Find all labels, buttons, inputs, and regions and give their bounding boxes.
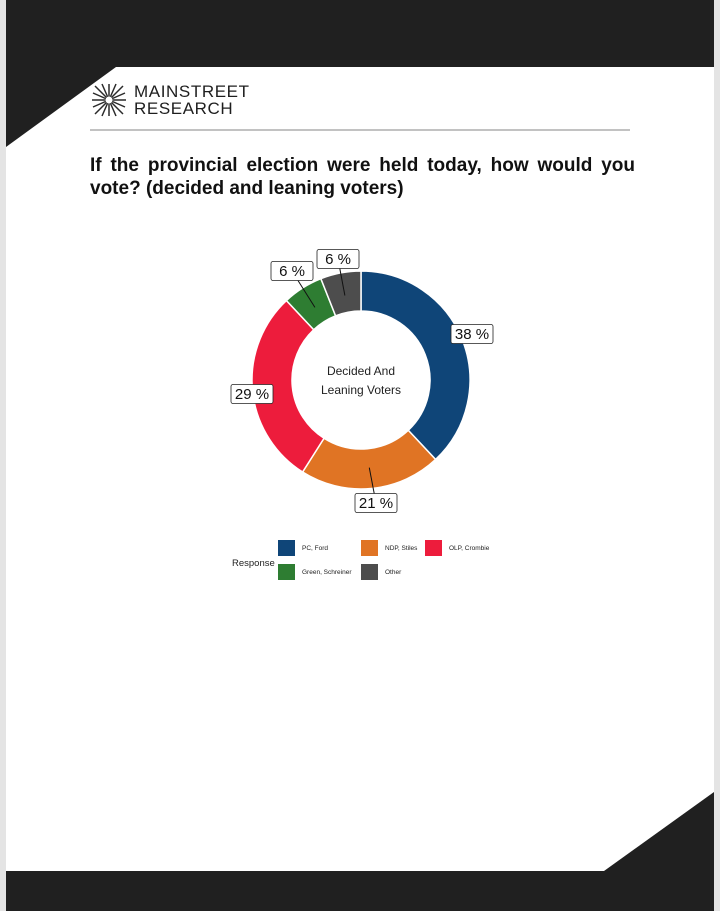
legend-title: Response [232, 558, 275, 569]
data-label-ndp-stiles: 21 % [359, 495, 393, 512]
brand-name-line1: MAINSTREET [134, 82, 250, 101]
legend-label: OLP, Crombie [449, 545, 490, 552]
legend-item-other: Other [361, 564, 402, 580]
question-title: If the provincial election were held tod… [90, 155, 635, 199]
legend-swatch [361, 564, 378, 580]
report-page: MAINSTREET RESEARCH If the provincial el… [6, 0, 714, 911]
donut-chart: 38 % 21 % 29 % 6 % 6 % Decided And Leaning Vot… [230, 249, 494, 580]
legend-label: PC, Ford [302, 545, 328, 552]
legend-label: Green, Schreiner [302, 569, 352, 576]
legend-swatch [425, 540, 442, 556]
legend-swatch [278, 564, 295, 580]
legend-item-olp-crombie: OLP, Crombie [425, 540, 490, 556]
data-label-pc-ford: 38 % [455, 326, 489, 343]
bottom-corner-triangle [604, 792, 714, 871]
legend-swatch [278, 540, 295, 556]
brand-name-line2: RESEARCH [134, 99, 234, 118]
header-divider [90, 129, 630, 131]
legend-item-ndp-stiles: NDP, Stiles [361, 540, 418, 556]
legend-label: Other [385, 569, 402, 576]
starburst-icon [92, 83, 126, 117]
center-label-line-2: Leaning Voters [321, 383, 401, 397]
data-label-box-other [316, 249, 360, 269]
legend-swatch [361, 540, 378, 556]
data-label-box-ndp-stiles [354, 493, 398, 513]
top-dark-band [6, 0, 714, 67]
data-label-other: 6 % [325, 251, 351, 268]
brand-logo: MAINSTREET RESEARCH [90, 82, 250, 118]
top-corner-triangle [6, 67, 116, 147]
legend-item-pc-ford: PC, Ford [278, 540, 328, 556]
legend-label: NDP, Stiles [385, 545, 418, 552]
bottom-dark-band [6, 871, 714, 911]
data-label-olp-crombie: 29 % [235, 386, 269, 403]
data-label-green-schreiner: 6 % [279, 263, 305, 280]
legend: Response PC, Ford NDP, Stiles OLP, Crombie G… [232, 540, 490, 580]
slice-other [319, 270, 362, 317]
data-label-box-green-schreiner [270, 261, 314, 281]
data-label-box-pc-ford [450, 324, 494, 344]
slice-pc-ford [360, 270, 471, 461]
data-label-box-olp-crombie [230, 384, 274, 404]
center-label-line-1: Decided And [327, 364, 395, 378]
legend-item-green-schreiner: Green, Schreiner [278, 564, 352, 580]
